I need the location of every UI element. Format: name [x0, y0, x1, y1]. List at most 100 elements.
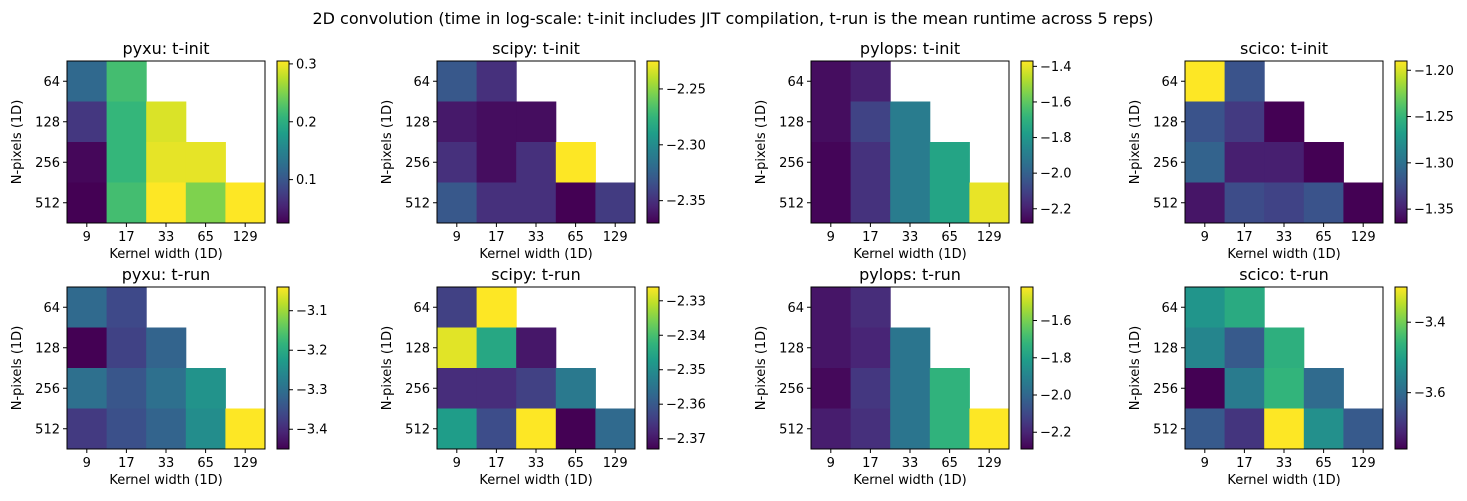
- x-axis-label: Kernel width (1D): [479, 473, 592, 488]
- y-tick-label: 64: [1161, 301, 1178, 316]
- y-tick-label: 128: [35, 341, 60, 356]
- y-axis-label: N-pixels (1D): [10, 326, 25, 411]
- heatmap-cell: [67, 101, 108, 143]
- x-tick-label: 65: [941, 230, 958, 245]
- heatmap-cell: [185, 182, 226, 224]
- heatmap-cell: [1343, 182, 1384, 224]
- y-tick-label: 128: [405, 341, 430, 356]
- x-tick-label: 65: [1315, 456, 1332, 471]
- heatmap-cell: [67, 182, 108, 224]
- x-tick-label: 65: [1315, 230, 1332, 245]
- x-tick-label: 17: [118, 230, 135, 245]
- y-axis-label: N-pixels (1D): [380, 326, 395, 411]
- x-tick-label: 65: [197, 230, 214, 245]
- heatmap-cell: [555, 408, 596, 450]
- heatmap-cell: [437, 61, 478, 102]
- heatmap-cell: [1185, 408, 1226, 450]
- panel-title: pyxu: t-run: [122, 265, 211, 284]
- colorbar: [276, 60, 290, 224]
- heatmap-cell: [437, 142, 478, 183]
- colorbar: [1394, 286, 1408, 450]
- heatmap-cell: [106, 61, 147, 102]
- y-axis-label: N-pixels (1D): [1128, 100, 1143, 185]
- heatmap-cell: [811, 287, 852, 328]
- x-tick-label: 33: [528, 230, 545, 245]
- y-tick-label: 128: [1153, 341, 1178, 356]
- heatmap-cell: [850, 287, 891, 328]
- heatmap-cell: [146, 142, 187, 183]
- heatmap-cell: [1185, 182, 1226, 224]
- heatmap-cell: [811, 408, 852, 450]
- heatmap-cell: [67, 327, 108, 369]
- x-axis-label: Kernel width (1D): [1227, 473, 1340, 488]
- heatmap-cell: [225, 408, 266, 450]
- y-tick-label: 512: [1153, 196, 1178, 211]
- y-tick-label: 64: [787, 75, 804, 90]
- heatmap-cell: [811, 327, 852, 369]
- heatmap-cell: [437, 408, 478, 450]
- heatmap-cell: [929, 408, 970, 450]
- colorbar-tick-label: −1.8: [1040, 131, 1072, 146]
- y-tick-label: 128: [35, 115, 60, 130]
- heatmap-cell: [476, 408, 517, 450]
- heatmap-cell: [437, 327, 478, 369]
- heatmap-cell: [1264, 101, 1305, 143]
- x-axis-label: Kernel width (1D): [853, 473, 966, 488]
- y-tick-label: 256: [405, 382, 430, 397]
- y-tick-label: 128: [405, 115, 430, 130]
- heatmap-cell: [516, 142, 557, 183]
- heatmap-panel: pylops: t-run 9 17 33 65 129 64 128 256 512 Kernel…: [754, 265, 1072, 488]
- x-tick-label: 33: [528, 456, 545, 471]
- panel-title: pylops: t-run: [859, 265, 961, 284]
- heatmap-panel: scico: t-init 9 17 33 65 129 64 128 256 512 Kernel…: [1128, 39, 1454, 262]
- heatmap-cell: [516, 182, 557, 224]
- heatmap-cell: [890, 327, 931, 369]
- y-tick-label: 256: [1153, 156, 1178, 171]
- x-tick-label: 33: [1276, 456, 1293, 471]
- x-tick-label: 17: [862, 456, 879, 471]
- colorbar-tick-label: −3.2: [296, 344, 328, 359]
- colorbar-tick-label: −3.3: [296, 383, 328, 398]
- y-tick-label: 256: [405, 156, 430, 171]
- y-tick-label: 128: [779, 115, 804, 130]
- heatmap-cell: [437, 182, 478, 224]
- x-tick-label: 65: [567, 456, 584, 471]
- x-tick-label: 129: [1351, 230, 1376, 245]
- x-tick-label: 9: [1201, 456, 1209, 471]
- colorbar-tick-label: −3.1: [296, 304, 328, 319]
- heatmap-cell: [850, 61, 891, 102]
- heatmap-cell: [555, 182, 596, 224]
- x-tick-label: 9: [1201, 230, 1209, 245]
- x-tick-label: 17: [118, 456, 135, 471]
- heatmap-cell: [811, 101, 852, 143]
- x-tick-label: 9: [453, 456, 461, 471]
- heatmap-panel: scipy: t-init 9 17 33 65 129 64 128 256 512 Kernel…: [380, 39, 706, 262]
- colorbar-tick-label: 0.3: [296, 57, 317, 72]
- heatmap-cell: [1224, 408, 1265, 450]
- heatmap-cell: [890, 182, 931, 224]
- heatmap-cell: [1303, 408, 1344, 450]
- heatmap-cell: [929, 142, 970, 183]
- heatmap-cell: [850, 327, 891, 369]
- colorbar-tick-label: −1.6: [1040, 314, 1072, 329]
- heatmap-cell: [555, 368, 596, 409]
- y-tick-label: 256: [779, 382, 804, 397]
- colorbar-tick-label: −3.4: [296, 423, 328, 438]
- colorbar-tick-label: −1.20: [1414, 64, 1454, 79]
- heatmap-cell: [67, 408, 108, 450]
- x-tick-label: 129: [603, 456, 628, 471]
- colorbar-tick-label: −2.2: [1040, 426, 1072, 441]
- colorbar-tick-label: −2.0: [1040, 167, 1072, 182]
- colorbar-tick-label: −2.36: [666, 398, 706, 413]
- colorbar-tick-label: −2.0: [1040, 389, 1072, 404]
- x-tick-label: 33: [1276, 230, 1293, 245]
- panel-title: pyxu: t-init: [122, 39, 209, 58]
- heatmap-cell: [106, 101, 147, 143]
- x-axis-label: Kernel width (1D): [109, 473, 222, 488]
- heatmap-cell: [185, 142, 226, 183]
- x-tick-label: 129: [233, 230, 258, 245]
- x-tick-label: 9: [453, 230, 461, 245]
- heatmap-cell: [106, 408, 147, 450]
- heatmap-cell: [476, 327, 517, 369]
- colorbar: [1020, 286, 1034, 450]
